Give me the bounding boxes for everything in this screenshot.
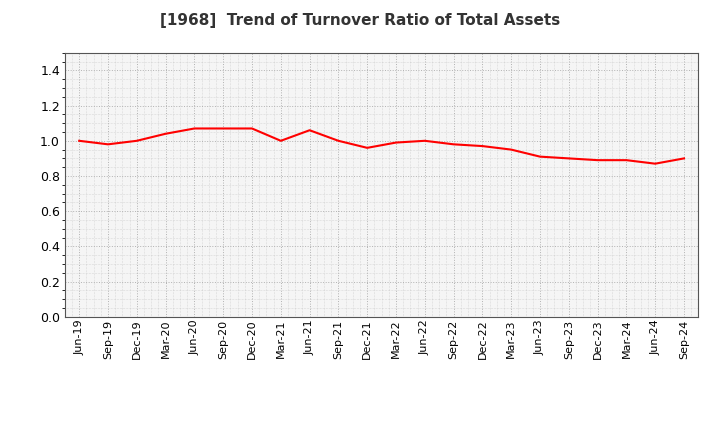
- Text: [1968]  Trend of Turnover Ratio of Total Assets: [1968] Trend of Turnover Ratio of Total …: [160, 13, 560, 28]
